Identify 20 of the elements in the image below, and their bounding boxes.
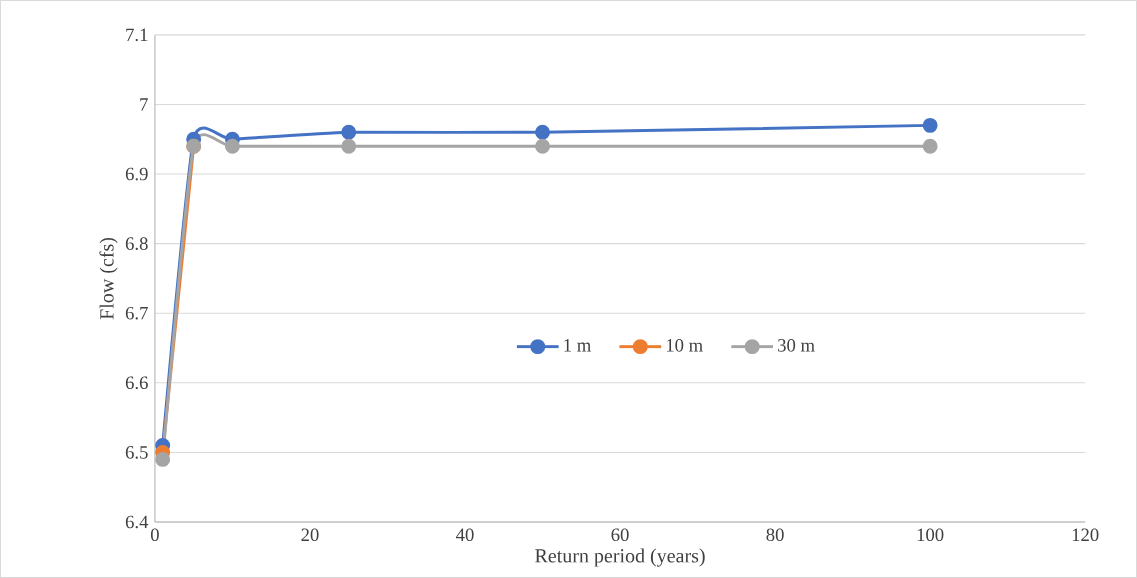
x-tick-label: 40 — [456, 528, 474, 542]
x-tick-label: 100 — [917, 528, 944, 542]
x-axis-title: Return period (years) — [535, 548, 705, 567]
y-tick-label: 7 — [140, 98, 148, 111]
x-tick-label: 0 — [150, 528, 159, 542]
y-axis-title: Flow (cfs) — [99, 238, 118, 320]
y-tick-label: 6.6 — [125, 376, 148, 390]
y-tick-label: 6.7 — [125, 306, 148, 320]
x-tick-label: 120 — [1072, 528, 1099, 542]
legend-label: 30 m — [778, 339, 815, 352]
x-tick-label: 60 — [611, 528, 629, 542]
y-tick-label: 6.4 — [125, 515, 149, 529]
x-tick-label: 80 — [766, 528, 784, 542]
y-tick-label: 7.1 — [126, 28, 148, 42]
legend-label: 1 m — [564, 339, 592, 352]
legend-label: 10 m — [666, 339, 703, 352]
y-tick-label: 6.8 — [125, 237, 148, 251]
y-tick-label: 6.5 — [125, 446, 148, 459]
y-tick-label: 6.9 — [125, 167, 148, 181]
x-tick-label: 20 — [301, 528, 319, 542]
